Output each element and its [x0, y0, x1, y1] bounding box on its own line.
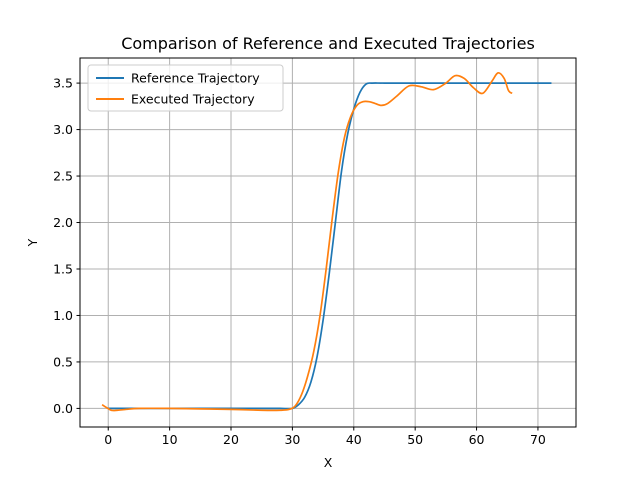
- legend-box: [87, 64, 284, 112]
- y-tick-label: 2.0: [53, 215, 73, 230]
- y-axis-label: Y: [25, 238, 40, 247]
- legend-label-reference: Reference Trajectory: [131, 71, 260, 86]
- y-tick-label: 3.5: [53, 76, 73, 91]
- x-tick-label: 20: [223, 432, 239, 447]
- y-tick-label: 1.0: [53, 308, 73, 323]
- y-tick-label: 2.5: [53, 169, 73, 184]
- series-line-executed: [101, 72, 513, 412]
- x-tick-label: 40: [346, 432, 362, 447]
- series-line-reference: [108, 82, 552, 410]
- y-tick-label: 0.0: [53, 401, 73, 416]
- y-tick-label: 0.5: [53, 354, 73, 369]
- legend-label-executed: Executed Trajectory: [131, 92, 255, 107]
- x-tick-label: 60: [469, 432, 485, 447]
- x-tick-label: 70: [530, 432, 546, 447]
- y-tick-label: 1.5: [53, 261, 73, 276]
- chart-title: Comparison of Reference and Executed Tra…: [121, 34, 535, 53]
- x-tick-label: 10: [162, 432, 178, 447]
- legend: Reference Trajectory Executed Trajectory: [87, 64, 284, 112]
- axis-ticks: 0 10 20 30 40 50 60 70 0.0 0.5 1.0 1.5 2.0 2.5 3.0 3.5: [53, 76, 546, 447]
- x-tick-label: 0: [104, 432, 112, 447]
- y-tick-label: 3.0: [53, 122, 73, 137]
- plot-frame: [79, 57, 577, 428]
- x-tick-label: 50: [407, 432, 423, 447]
- x-axis-label: X: [324, 455, 333, 470]
- x-tick-label: 30: [284, 432, 300, 447]
- series-lines: [101, 72, 552, 412]
